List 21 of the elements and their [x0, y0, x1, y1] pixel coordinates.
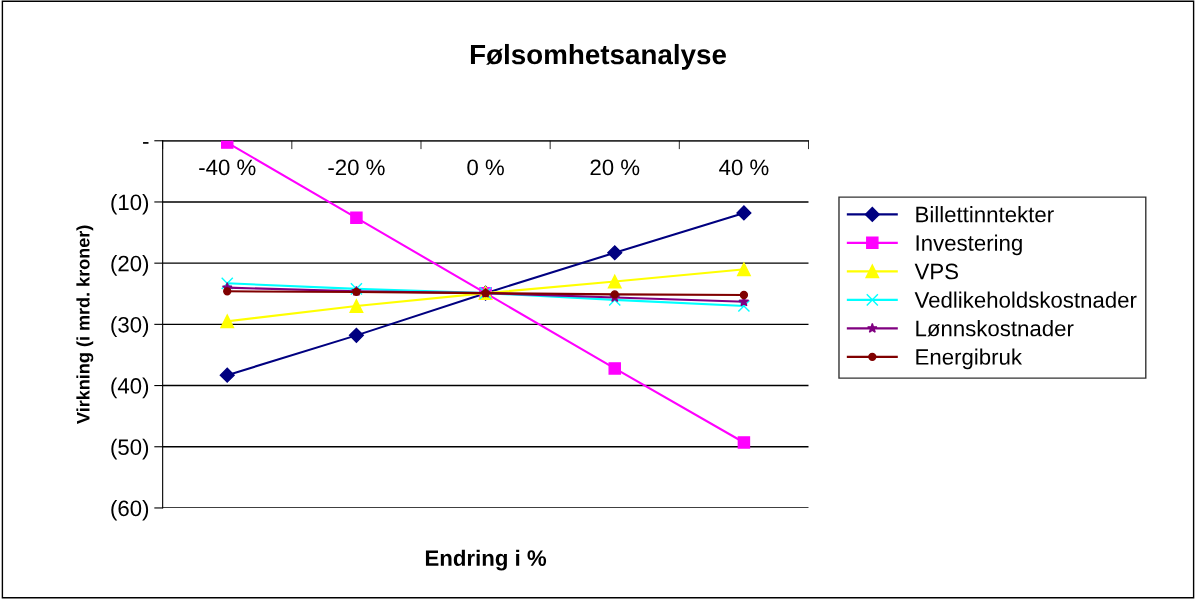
y-axis-title: Virkning (i mrd. kroner): [76, 225, 94, 424]
y-tick-label: (60): [111, 499, 149, 521]
legend-label: Vedlikeholdskostnader: [914, 291, 1137, 308]
y-tick-label: (30): [111, 316, 149, 338]
y-tick-label: (40): [111, 377, 149, 399]
legend-label: VPS: [914, 263, 958, 280]
legend-label: Billettinntekter: [916, 206, 1054, 223]
y-tick-label: (50): [111, 438, 149, 460]
x-tick-label: 20 %: [590, 159, 640, 176]
x-tick-label: -40 %: [199, 159, 256, 176]
x-tick-label: 40 %: [719, 159, 769, 176]
y-tick-label: (10): [111, 193, 149, 215]
chart-title: Følsomhetsanalyse: [470, 43, 726, 70]
legend-label: Energibruk: [916, 348, 1023, 370]
x-tick-label: 0 %: [467, 159, 504, 176]
legend-label: Lønnskostnader: [916, 320, 1074, 337]
y-tick-label: (20): [111, 255, 149, 276]
legend-label: Investering: [916, 234, 1022, 256]
x-tick-label: -20 %: [328, 159, 385, 176]
y-tick-label: -: [143, 142, 149, 144]
x-axis-title: Endring i %: [425, 549, 547, 571]
